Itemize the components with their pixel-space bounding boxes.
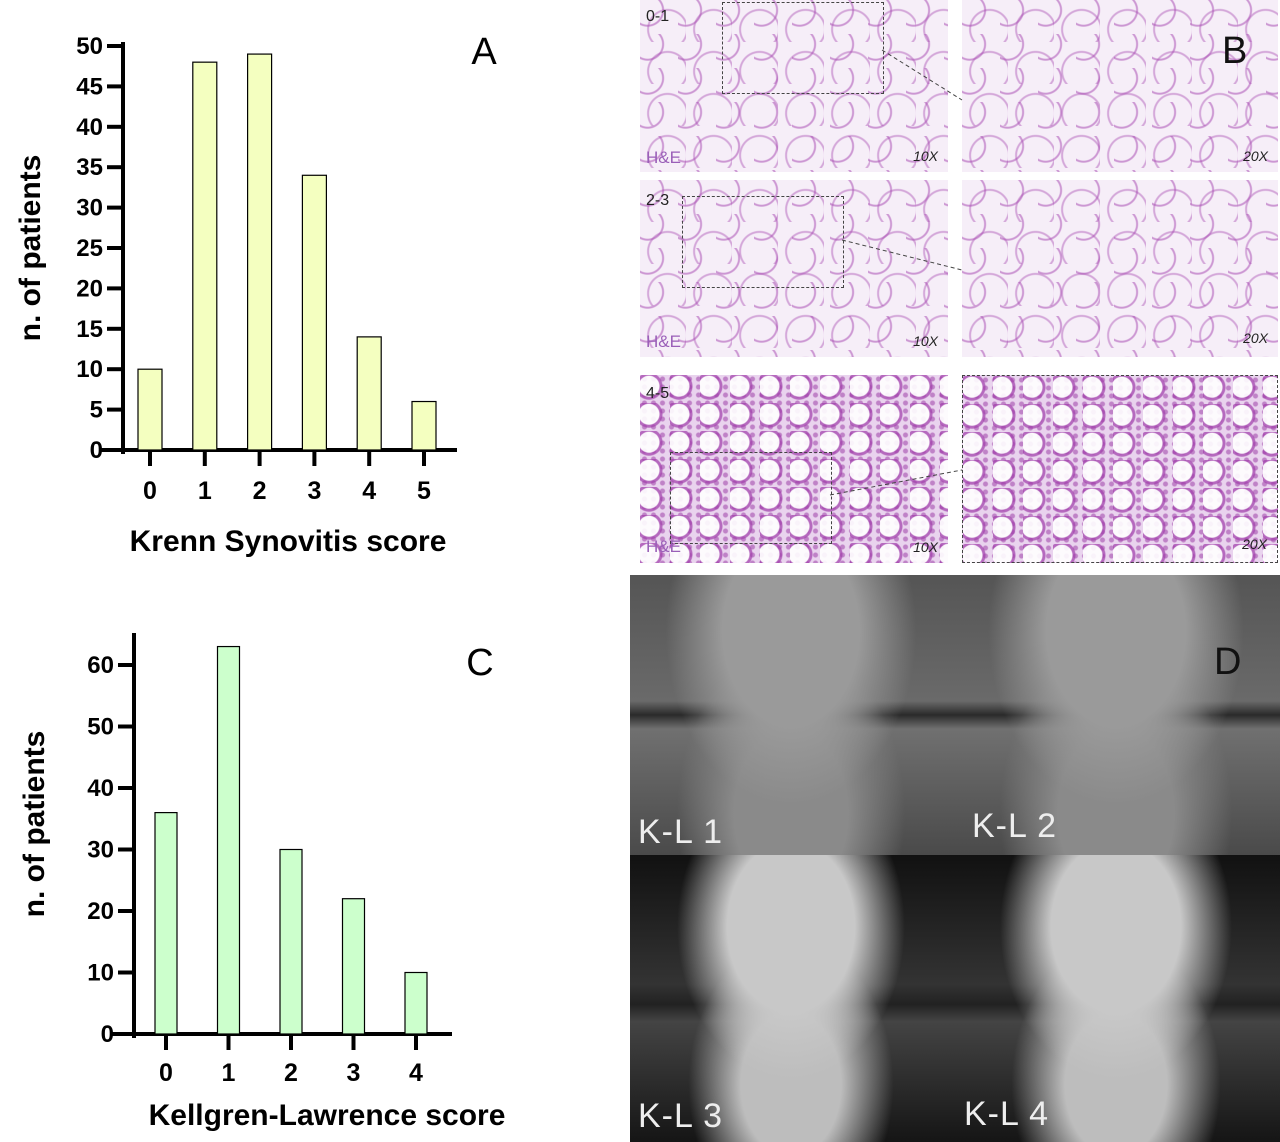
- chart-c-kellgren-lawrence: 0 10 20 30 40 50 60 0 1 2 3 4 Kellgren-Lawrence scor…: [18, 633, 506, 1132]
- histology-image-0-1-20x: 20X: [962, 0, 1278, 172]
- y-tick-label: 40: [76, 114, 103, 141]
- y-axis-label: n. of patients: [18, 731, 51, 918]
- score-label: 4-5: [646, 385, 670, 402]
- panel-letter: C: [466, 642, 493, 684]
- bar: [216, 645, 241, 1035]
- y-tick-label: 5: [90, 397, 103, 424]
- y-tick-label: 35: [76, 154, 103, 181]
- xray-kl-2: D K-L 2: [952, 575, 1280, 855]
- y-axis-label: n. of patients: [14, 155, 47, 342]
- stain-label: H&E: [646, 148, 681, 167]
- magnification-label: 20X: [1243, 330, 1268, 346]
- magnification-label: 10X: [913, 333, 938, 349]
- x-tick-label: 1: [198, 477, 212, 505]
- histology-image-4-5-20x: 20X: [962, 375, 1278, 563]
- magnification-label: 20X: [1242, 536, 1267, 552]
- y-tick-label: 0: [101, 1021, 114, 1048]
- x-tick-label: 4: [409, 1059, 423, 1087]
- xray-kl-4: K-L 4: [952, 855, 1280, 1142]
- y-tick-label: 20: [76, 275, 103, 302]
- x-tick-label: 5: [417, 477, 431, 505]
- x-axis-label: Krenn Synovitis score: [130, 525, 447, 558]
- bar: [341, 898, 366, 1035]
- zoom-region-box: [722, 2, 884, 94]
- y-tick-label: 50: [87, 714, 114, 741]
- histology-image-0-1-10x: 0-1 H&E 10X: [640, 0, 948, 172]
- panel-letter: A: [471, 31, 497, 73]
- y-tick-label: 0: [90, 437, 103, 464]
- xray-label: K-L 2: [972, 807, 1058, 845]
- y-tick-label: 45: [76, 73, 103, 100]
- xray-label: K-L 4: [964, 1095, 1050, 1133]
- magnification-label: 10X: [913, 539, 938, 555]
- bar: [301, 174, 327, 451]
- bar: [356, 336, 382, 451]
- y-tick-label: 40: [87, 775, 114, 802]
- bar: [137, 368, 163, 451]
- bar: [279, 848, 303, 1035]
- y-tick-label: 50: [76, 33, 103, 60]
- bar: [411, 400, 437, 451]
- bar: [247, 53, 273, 451]
- bar: [154, 811, 178, 1035]
- panel-letter-b: B: [1222, 30, 1248, 72]
- magnification-label: 20X: [1243, 148, 1268, 164]
- xray-label: K-L 3: [638, 1097, 724, 1135]
- score-label: 0-1: [646, 8, 670, 25]
- y-tick-label: 10: [87, 960, 114, 987]
- y-tick-label: 20: [87, 898, 114, 925]
- y-tick-label: 30: [76, 195, 103, 222]
- x-tick-label: 1: [222, 1059, 236, 1087]
- x-tick-label: 3: [347, 1059, 361, 1087]
- magnification-label: 10X: [913, 148, 938, 164]
- x-tick-label: 2: [284, 1059, 298, 1087]
- stain-label: H&E: [646, 332, 681, 351]
- histology-image-4-5-10x: 4-5 H&E 10X: [640, 375, 948, 563]
- zoom-region-box: [670, 452, 832, 544]
- x-axis-label: Kellgren-Lawrence score: [149, 1099, 506, 1132]
- x-tick-label: 0: [159, 1059, 173, 1087]
- y-tick-label: 30: [87, 837, 114, 864]
- x-tick-label: 4: [362, 477, 376, 505]
- y-tick-label: 60: [87, 652, 114, 679]
- xray-kl-1: K-L 1: [630, 575, 952, 855]
- zoom-region-box: [682, 196, 844, 288]
- x-tick-label: 0: [143, 477, 157, 505]
- score-label: 2-3: [646, 192, 670, 209]
- x-tick-label: 2: [253, 477, 267, 505]
- y-tick-label: 10: [76, 356, 103, 383]
- xray-kl-3: K-L 3: [630, 855, 952, 1142]
- histology-image-2-3-10x: 2-3 H&E 10X: [640, 180, 948, 357]
- histology-image-2-3-20x: 20X: [962, 180, 1278, 357]
- stain-label: H&E: [646, 537, 681, 556]
- y-tick-label: 25: [76, 235, 103, 262]
- panel-letter-d: D: [1214, 641, 1242, 683]
- x-tick-label: 3: [307, 477, 321, 505]
- bar: [192, 61, 218, 451]
- y-tick-label: 15: [76, 316, 103, 343]
- xray-label: K-L 1: [638, 813, 724, 851]
- bar: [404, 971, 428, 1035]
